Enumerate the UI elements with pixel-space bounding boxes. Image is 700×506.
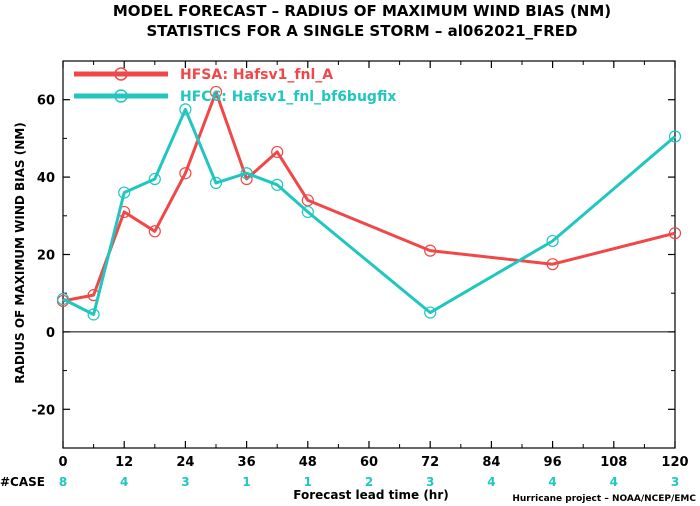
x-tick-label: 108: [600, 455, 627, 470]
case-count: 3: [671, 475, 679, 489]
series-2-point: [179, 103, 192, 116]
series-2-point: [668, 130, 682, 143]
y-tick-label: 20: [37, 249, 55, 264]
x-axis-label: Forecast lead time (hr): [293, 488, 449, 502]
series-line-1: [62, 90, 676, 303]
x-tick-label: 12: [115, 455, 133, 470]
series-1-point: [271, 145, 284, 159]
legend-marker-2: [114, 89, 128, 103]
series-1-point: [148, 225, 161, 238]
x-tick-label: 0: [58, 455, 67, 470]
chart-subtitle: STATISTICS FOR A SINGLE STORM – al062021…: [146, 22, 577, 40]
chart-title: MODEL FORECAST – RADIUS OF MAXIMUM WIND …: [113, 2, 611, 20]
case-count: 3: [181, 475, 189, 489]
x-tick-label: 96: [544, 455, 562, 470]
series-2-point: [87, 308, 100, 321]
y-tick-label: 40: [37, 171, 55, 186]
series-1-point: [424, 244, 437, 257]
case-count: 3: [426, 475, 434, 489]
series-2-point: [546, 234, 559, 248]
series-1-point: [301, 194, 314, 207]
x-tick-label: 48: [299, 455, 317, 470]
series-2-point: [148, 172, 161, 186]
case-count: 1: [242, 475, 250, 489]
case-count: 8: [59, 475, 67, 489]
series-2-point: [271, 178, 284, 191]
case-row-label: #CASE: [0, 475, 45, 489]
series-2-point: [118, 186, 131, 199]
series-line-2: [62, 107, 676, 316]
legend-label-2: HFC6: Hafsv1_fnl_bf6bugfix: [180, 89, 396, 105]
x-tick-label: 120: [661, 455, 688, 470]
y-tick-label: -20: [32, 403, 56, 418]
series-2-point: [424, 306, 437, 319]
legend-label-1: HFSA: Hafsv1_fnl_A: [180, 67, 333, 83]
case-count: 4: [120, 475, 128, 489]
x-tick-label: 72: [421, 455, 439, 470]
series-1-point: [209, 85, 223, 99]
series-2-point: [209, 176, 223, 190]
case-count: 1: [304, 475, 312, 489]
series-1-point: [668, 227, 682, 240]
y-tick-label: 0: [46, 326, 55, 341]
legend-marker-1: [114, 67, 128, 81]
case-count: 4: [610, 475, 618, 489]
plot-frame: [62, 60, 676, 449]
case-count: 4: [548, 475, 556, 489]
series-1-point: [546, 258, 559, 271]
series-1-point: [179, 167, 192, 180]
y-axis-label: RADIUS OF MAXIMUM WIND BIAS (NM): [13, 122, 27, 383]
credit-text: Hurricane project – NOAA/NCEP/EMC: [512, 494, 696, 504]
x-tick-label: 24: [176, 455, 194, 470]
x-tick-label: 84: [482, 455, 500, 470]
series-2-point: [56, 292, 70, 306]
series-2-point: [301, 205, 314, 219]
case-count: 4: [487, 475, 495, 489]
plot-area: -20 0 20 40 60 0 8 12 4 24 3 36 1 48 1 60 2 72 3 84 4 96 4 108 4…: [32, 60, 689, 489]
y-tick-label: 60: [37, 94, 55, 109]
x-tick-label: 36: [238, 455, 256, 470]
case-count: 2: [365, 475, 373, 489]
series-2-point: [240, 167, 253, 180]
x-tick-label: 60: [360, 455, 378, 470]
